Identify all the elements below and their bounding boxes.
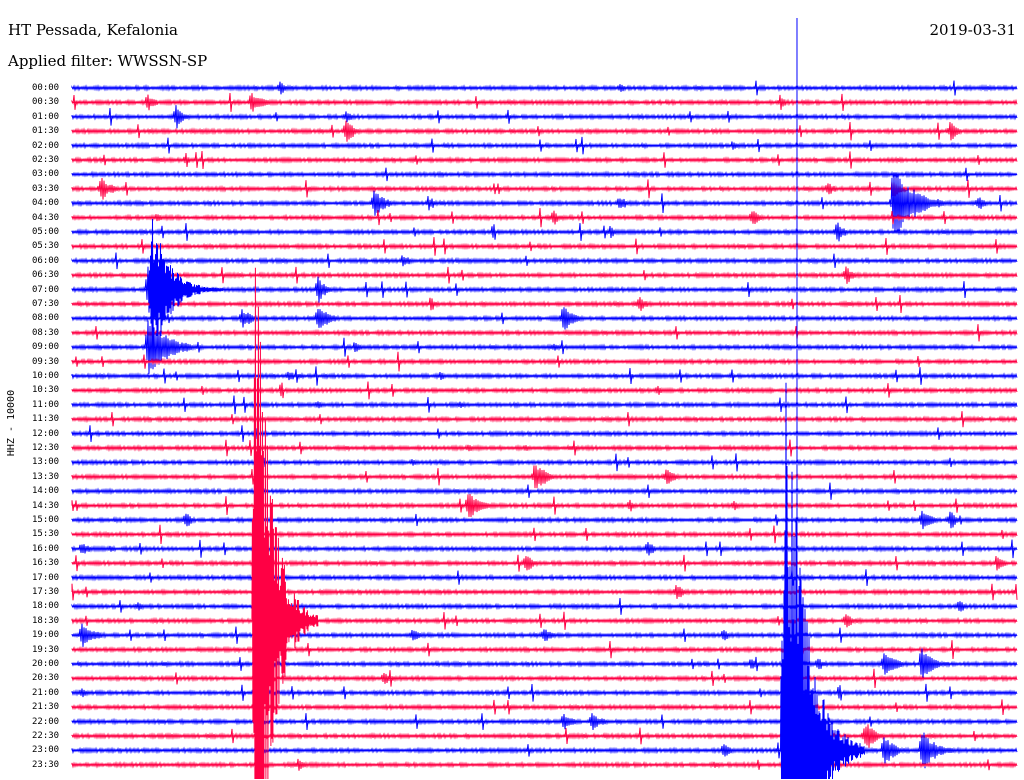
time-label: 10:00 (32, 371, 60, 381)
time-label: 23:30 (32, 759, 60, 770)
time-label: 06:00 (32, 255, 60, 266)
time-label: 21:30 (32, 702, 60, 713)
record-date: 2019-03-31 (929, 21, 1016, 39)
time-label: 16:00 (32, 543, 60, 554)
time-label: 04:00 (32, 198, 60, 209)
time-label: 20:00 (32, 659, 60, 669)
time-label: 03:00 (32, 169, 60, 180)
major-event-burst (780, 382, 865, 780)
time-axis-labels: 00:00 00:30 01:00 01:30 02:00 02:30 03:00 03:30… (0, 0, 70, 780)
time-label: 06:30 (32, 270, 60, 281)
time-label: 02:30 (32, 155, 60, 165)
time-label: 01:30 (32, 126, 60, 137)
time-label: 17:00 (32, 572, 60, 583)
time-label: 01:00 (32, 111, 60, 122)
time-label: 00:30 (32, 97, 60, 108)
time-label: 08:30 (32, 327, 60, 338)
time-label: 04:30 (32, 212, 60, 223)
time-label: 22:00 (32, 716, 60, 727)
trace-row (71, 439, 1018, 457)
time-label: 09:30 (32, 356, 60, 367)
time-label: 18:30 (32, 615, 60, 626)
time-label: 12:00 (32, 428, 60, 439)
time-label: 08:00 (32, 313, 60, 324)
time-label: 13:00 (32, 457, 60, 468)
trace-rows (71, 80, 1018, 771)
time-label: 02:00 (32, 140, 60, 151)
time-label: 11:30 (32, 414, 60, 425)
major-event-burst (147, 218, 224, 361)
time-label: 12:30 (32, 443, 60, 453)
time-label: 14:00 (32, 486, 60, 497)
time-label: 10:30 (32, 385, 60, 396)
time-label: 20:30 (32, 673, 60, 684)
time-label: 11:00 (32, 399, 60, 410)
event-bursts (147, 218, 865, 780)
time-label: 17:30 (32, 587, 60, 597)
time-label: 22:30 (32, 731, 60, 741)
time-label: 18:00 (32, 601, 60, 612)
trace-row (71, 640, 1018, 660)
time-label: 07:30 (32, 299, 60, 309)
time-label: 13:30 (32, 471, 60, 482)
time-label: 14:30 (32, 500, 60, 511)
trace-row (71, 597, 1018, 615)
time-label: 07:00 (32, 284, 60, 295)
time-label: 19:30 (32, 644, 60, 655)
time-label: 00:00 (32, 83, 60, 93)
time-label: 21:00 (32, 687, 60, 698)
station-title: HT Pessada, Kefalonia (8, 21, 178, 39)
time-label: 15:00 (32, 515, 60, 525)
time-label: 23:00 (32, 745, 60, 756)
time-label: 19:00 (32, 630, 60, 641)
time-label: 05:00 (32, 227, 60, 237)
time-label: 03:30 (32, 183, 60, 194)
time-label: 05:30 (32, 241, 60, 252)
time-label: 09:00 (32, 342, 60, 353)
time-label: 16:30 (32, 558, 60, 569)
time-label: 15:30 (32, 529, 60, 540)
major-event-burst (251, 267, 319, 780)
filter-label: Applied filter: WWSSN-SP (8, 52, 208, 70)
